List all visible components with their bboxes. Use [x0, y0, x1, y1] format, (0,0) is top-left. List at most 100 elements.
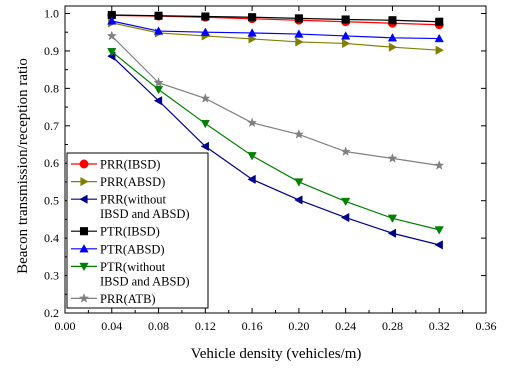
y-tick-label-5: 0.7 — [44, 119, 59, 133]
data-point-6-5 — [340, 146, 351, 156]
y-axis-title: Beacon transmission/reception ratio — [15, 58, 31, 274]
data-point-2-3 — [247, 174, 256, 184]
x-tick-label-4: 0.16 — [242, 319, 263, 333]
legend-label-2-0: PRR(without — [100, 193, 167, 207]
legend-marker-6 — [78, 293, 90, 303]
x-tick-label-6: 0.24 — [335, 319, 356, 333]
data-point-6-2 — [200, 93, 211, 103]
x-tick-label-3: 0.12 — [195, 319, 216, 333]
series-line-5 — [111, 51, 440, 231]
data-point-5-2 — [200, 119, 210, 129]
x-axis-title: Vehicle density (vehicles/m) — [191, 346, 362, 362]
legend-label-2-1: IBSD and ABSD) — [100, 207, 190, 221]
legend-item-0: PRR(IBSD) — [71, 158, 160, 172]
x-tick-label-1: 0.04 — [101, 319, 122, 333]
y-tick-label-2: 0.4 — [44, 231, 59, 245]
data-point-1-5 — [342, 38, 351, 49]
data-point-2-4 — [294, 195, 303, 205]
data-point-5-4 — [294, 178, 304, 187]
legend-item-1: PRR(ABSD) — [71, 175, 165, 189]
data-point-6-7 — [434, 160, 445, 170]
series-layer — [106, 10, 445, 250]
data-point-2-6 — [387, 228, 397, 238]
legend-label-1-0: PRR(ABSD) — [100, 175, 165, 189]
legend-label-3-0: PTR(IBSD) — [100, 225, 160, 239]
legend-marker-2 — [79, 194, 88, 204]
data-point-1-4 — [295, 37, 304, 47]
data-point-2-7 — [434, 240, 443, 250]
legend-label-5-0: PTR(without — [100, 260, 166, 274]
data-point-4-7 — [434, 33, 444, 43]
series-5 — [107, 48, 444, 235]
data-point-4-2 — [200, 27, 210, 36]
data-point-3-2 — [201, 12, 210, 21]
legend-label-0-0: PRR(IBSD) — [100, 158, 160, 172]
data-point-4-1 — [153, 26, 164, 35]
y-tick-label-4: 0.6 — [44, 156, 59, 170]
axes-layer: 0.00 0.04 0.08 0.12 0.16 0.20 0.24 0.28 0.32 0.36… — [44, 5, 497, 333]
data-point-4-4 — [294, 29, 304, 38]
x-tick-label-0: 0.00 — [55, 319, 76, 333]
legend-marker-0 — [79, 159, 89, 169]
data-point-3-7 — [435, 17, 444, 26]
data-point-2-5 — [340, 212, 350, 223]
data-point-4-3 — [247, 28, 257, 37]
data-point-5-0 — [107, 48, 117, 57]
series-line-6 — [111, 35, 440, 167]
data-point-3-1 — [154, 11, 163, 20]
data-point-6-3 — [247, 117, 258, 128]
data-point-5-3 — [247, 152, 257, 161]
series-4 — [107, 16, 444, 43]
data-point-4-0 — [107, 16, 117, 25]
series-3 — [107, 10, 444, 26]
legend-marker-5 — [79, 262, 89, 272]
legend-item-3: PTR(IBSD) — [71, 225, 160, 239]
series-line-4 — [111, 20, 440, 40]
data-point-1-3 — [248, 34, 257, 44]
y-tick-label-7: 0.9 — [44, 44, 59, 58]
data-point-1-6 — [388, 42, 398, 52]
data-point-4-6 — [387, 33, 398, 42]
data-point-5-7 — [434, 226, 444, 235]
x-tick-label-2: 0.08 — [148, 319, 169, 333]
legend-item-4: PTR(ABSD) — [71, 242, 165, 256]
x-tick-label-5: 0.20 — [288, 319, 309, 333]
data-point-5-5 — [341, 197, 351, 207]
data-point-3-6 — [388, 16, 397, 25]
data-point-3-3 — [248, 13, 257, 22]
legend-label-6-0: PRR(ATB) — [100, 292, 156, 306]
series-2 — [107, 51, 443, 250]
data-point-5-1 — [153, 85, 164, 95]
y-tick-label-0: 0.2 — [44, 306, 59, 320]
y-tick-label-1: 0.3 — [44, 269, 59, 283]
data-point-1-7 — [435, 45, 444, 55]
legend-label-4-0: PTR(ABSD) — [100, 242, 165, 256]
data-point-6-6 — [387, 153, 398, 163]
y-tick-label-3: 0.5 — [44, 194, 59, 208]
series-line-3 — [111, 14, 440, 23]
data-point-6-4 — [293, 129, 304, 139]
data-point-3-4 — [294, 14, 303, 23]
x-tick-label-7: 0.28 — [382, 319, 403, 333]
x-tick-label-8: 0.32 — [429, 319, 450, 333]
series-line-1 — [111, 22, 440, 51]
data-point-2-1 — [153, 96, 163, 106]
data-point-2-2 — [200, 141, 209, 152]
legend-label-5-1: IBSD and ABSD) — [100, 274, 190, 288]
data-point-3-5 — [341, 15, 350, 24]
data-point-6-1 — [153, 77, 164, 88]
y-tick-label-6: 0.8 — [44, 81, 59, 95]
data-point-6-0 — [106, 30, 117, 41]
legend-marker-1 — [80, 176, 89, 187]
data-point-4-5 — [341, 31, 351, 40]
series-6 — [106, 30, 445, 170]
y-tick-label-8: 1.0 — [44, 6, 59, 20]
series-line-2 — [111, 55, 440, 246]
legend-marker-3 — [79, 227, 89, 236]
legend-box — [66, 152, 209, 309]
legend-item-6: PRR(ATB) — [71, 292, 156, 306]
